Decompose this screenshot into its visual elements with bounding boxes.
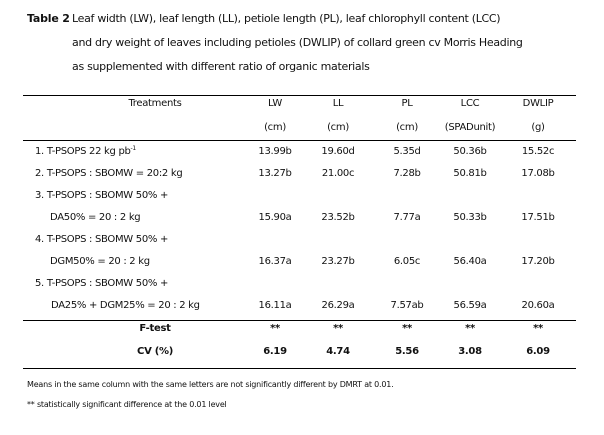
cv-lcc: 3.08 bbox=[458, 346, 482, 357]
header-lcc: LCC bbox=[460, 98, 480, 109]
treatment-label-cont: DA50% = 20 : 2 kg bbox=[50, 212, 141, 223]
ftest-lw: ** bbox=[270, 323, 280, 334]
value-ll: 23.52b bbox=[321, 212, 355, 223]
unit-ll: (cm) bbox=[327, 122, 349, 133]
value-lw: 16.11a bbox=[258, 300, 292, 311]
treatment-label: 4. T-PSOPS : SBOMW 50% + bbox=[35, 234, 169, 245]
value-ll: 19.60d bbox=[321, 146, 355, 157]
value-pl: 7.77a bbox=[393, 212, 421, 223]
value-dwlip: 15.52c bbox=[521, 146, 555, 157]
value-pl: 7.57ab bbox=[390, 300, 424, 311]
footnote-dmrt: Means in the same column with the same l… bbox=[27, 380, 394, 389]
caption-line-2: and dry weight of leaves including petio… bbox=[72, 36, 523, 49]
value-dwlip: 17.08b bbox=[521, 168, 555, 179]
value-lcc: 50.33b bbox=[453, 212, 487, 223]
stats-rule bbox=[23, 320, 576, 321]
header-dwlip: DWLIP bbox=[522, 98, 554, 109]
cv-pl: 5.56 bbox=[395, 346, 419, 357]
value-lw: 13.99b bbox=[258, 146, 292, 157]
value-lcc: 50.81b bbox=[453, 168, 487, 179]
cv-dwlip: 6.09 bbox=[526, 346, 550, 357]
value-ll: 23.27b bbox=[321, 256, 355, 267]
value-lw: 15.90a bbox=[258, 212, 292, 223]
cv-lw: 6.19 bbox=[263, 346, 287, 357]
value-dwlip: 20.60a bbox=[521, 300, 555, 311]
treatment-label: 5. T-PSOPS : SBOMW 50% + bbox=[35, 278, 169, 289]
unit-pl: (cm) bbox=[396, 122, 418, 133]
value-lcc: 50.36b bbox=[453, 146, 487, 157]
ftest-pl: ** bbox=[402, 323, 412, 334]
value-lw: 16.37a bbox=[258, 256, 292, 267]
value-dwlip: 17.20b bbox=[521, 256, 555, 267]
footnote-significance: ** statistically significant difference … bbox=[27, 400, 227, 409]
value-ll: 21.00c bbox=[321, 168, 355, 179]
value-pl: 7.28b bbox=[393, 168, 421, 179]
header-lw: LW bbox=[268, 98, 282, 109]
caption-line-1: Leaf width (LW), leaf length (LL), petio… bbox=[72, 12, 501, 25]
value-lw: 13.27b bbox=[258, 168, 292, 179]
table-label: Table 2 bbox=[27, 12, 70, 25]
unit-dwlip: (g) bbox=[531, 122, 545, 133]
value-dwlip: 17.51b bbox=[521, 212, 555, 223]
caption-line-3: as supplemented with different ratio of … bbox=[72, 60, 370, 73]
ftest-lcc: ** bbox=[465, 323, 475, 334]
treatment-label-cont: DA25% + DGM25% = 20 : 2 kg bbox=[51, 300, 200, 311]
cv-ll: 4.74 bbox=[326, 346, 350, 357]
ftest-dwlip: ** bbox=[533, 323, 543, 334]
unit-lw: (cm) bbox=[264, 122, 286, 133]
value-pl: 5.35d bbox=[393, 146, 421, 157]
top-rule bbox=[23, 95, 576, 96]
ftest-ll: ** bbox=[333, 323, 343, 334]
cv-label: CV (%) bbox=[137, 346, 173, 357]
header-treatments: Treatments bbox=[128, 98, 182, 109]
value-lcc: 56.59a bbox=[453, 300, 487, 311]
value-ll: 26.29a bbox=[321, 300, 355, 311]
ftest-label: F-test bbox=[139, 323, 171, 334]
value-pl: 6.05c bbox=[393, 256, 421, 267]
treatment-label-cont: DGM50% = 20 : 2 kg bbox=[50, 256, 150, 267]
header-pl: PL bbox=[401, 98, 413, 109]
treatment-label: 3. T-PSOPS : SBOMW 50% + bbox=[35, 190, 169, 201]
treatment-label: 1. T-PSOPS 22 kg pb-1 bbox=[35, 145, 136, 158]
unit-lcc: (SPADunit) bbox=[444, 122, 496, 133]
treatment-label: 2. T-PSOPS : SBOMW = 20:2 kg bbox=[35, 168, 183, 179]
bottom-rule bbox=[23, 368, 576, 369]
header-rule bbox=[23, 140, 576, 141]
value-lcc: 56.40a bbox=[453, 256, 487, 267]
header-ll: LL bbox=[332, 98, 344, 109]
